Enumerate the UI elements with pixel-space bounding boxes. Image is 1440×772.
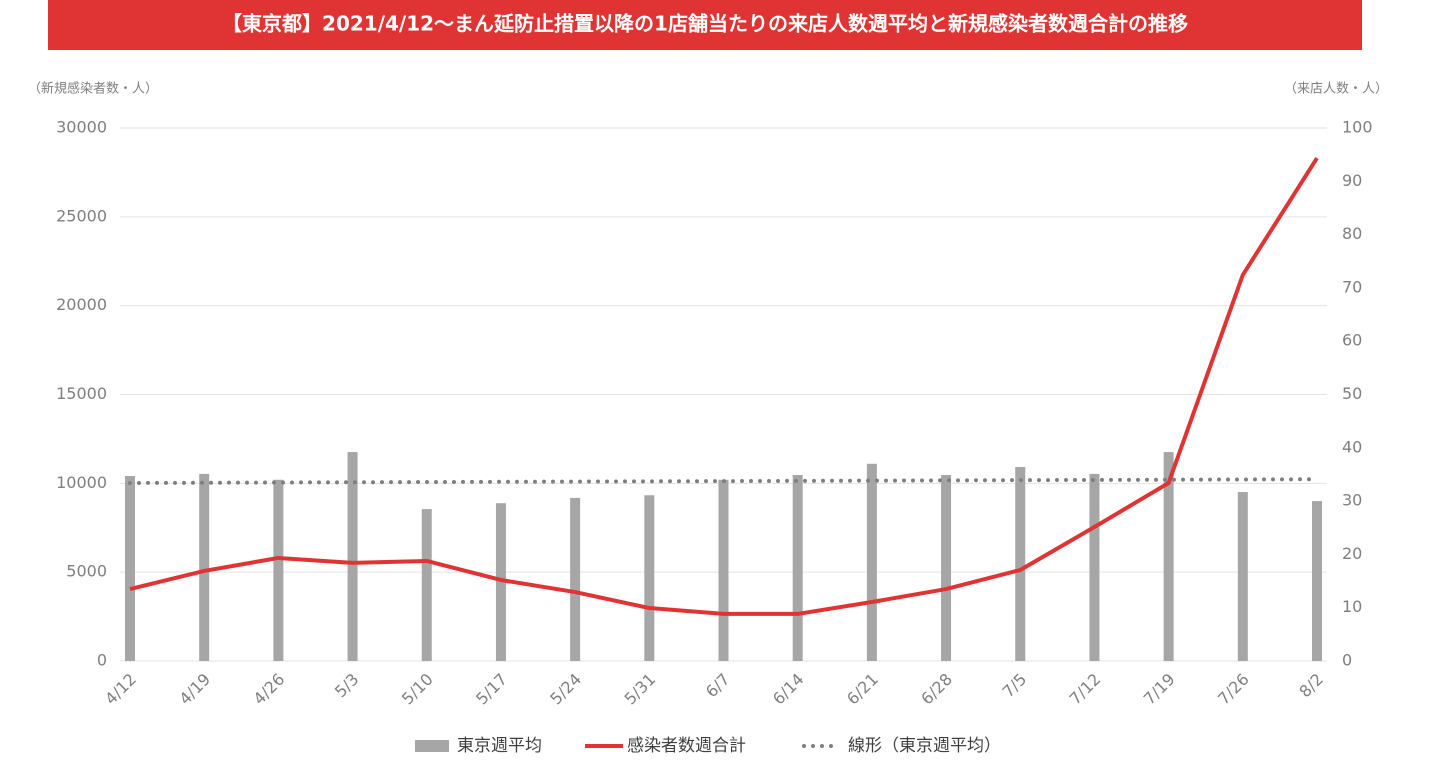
y2-tick-label: 100	[1342, 118, 1373, 137]
bar	[347, 452, 358, 661]
y-tick-label: 30000	[56, 118, 107, 137]
y-tick-label: 5000	[66, 562, 107, 581]
x-tick-label: 7/26	[1214, 670, 1253, 709]
y-tick-label: 25000	[56, 206, 107, 225]
bar	[125, 476, 135, 661]
bar	[718, 479, 729, 661]
y-tick-label: 20000	[56, 295, 107, 314]
y2-tick-label: 90	[1342, 171, 1362, 190]
y2-tick-label: 30	[1342, 491, 1362, 510]
bar	[1015, 466, 1026, 661]
x-tick-label: 7/12	[1066, 670, 1105, 709]
bar	[1237, 492, 1248, 661]
bar	[866, 463, 877, 661]
bar	[1089, 473, 1100, 661]
line	[129, 156, 1319, 616]
y-tick-label: 0	[97, 651, 107, 670]
x-tick-label: 7/5	[999, 670, 1031, 702]
bar	[199, 473, 210, 661]
y2-tick-label: 0	[1342, 651, 1352, 670]
legend-label: 東京週平均	[457, 736, 542, 756]
y-tick-label: 15000	[56, 384, 107, 403]
x-tick-label: 6/21	[843, 670, 882, 709]
bar	[792, 474, 803, 661]
legend-label: 感染者数週合計	[627, 736, 746, 756]
bar	[1163, 452, 1174, 661]
trend-line	[128, 477, 1319, 485]
bar	[644, 495, 655, 661]
x-tick-label: 5/10	[398, 670, 437, 709]
y2-tick-label: 40	[1342, 437, 1362, 456]
x-tick-label: 4/19	[175, 670, 214, 709]
title-banner	[48, 0, 1362, 50]
x-tick-label: 6/7	[702, 670, 734, 702]
legend-swatch	[415, 740, 449, 752]
y-axis-label: （新規感染者数・人）	[28, 81, 158, 97]
y2-tick-label: 80	[1342, 224, 1362, 243]
x-tick-label: 5/24	[546, 670, 585, 709]
x-tick-label: 5/31	[620, 670, 659, 709]
x-tick-label: 6/28	[917, 670, 956, 709]
y2-tick-label: 10	[1342, 597, 1362, 616]
y2-tick-label: 50	[1342, 384, 1362, 403]
x-tick-label: 6/14	[769, 670, 808, 709]
y2-tick-label: 70	[1342, 277, 1362, 296]
x-tick-label: 4/26	[250, 670, 289, 709]
legend-label: 線形（東京週平均）	[848, 736, 1001, 756]
bar	[421, 509, 432, 661]
bar	[1312, 501, 1322, 661]
bar	[941, 474, 952, 661]
chart-title: 【東京都】2021/4/12～まん延防止措置以降の1店舗当たりの来店人数週平均と…	[222, 12, 1188, 36]
bar	[570, 497, 581, 661]
y-tick-label: 10000	[56, 473, 107, 492]
bar	[273, 479, 284, 661]
x-tick-label: 8/2	[1295, 670, 1327, 702]
y2-tick-label: 60	[1342, 331, 1362, 350]
x-tick-label: 4/12	[101, 670, 140, 709]
y2-axis-label: （来店人数・人）	[1284, 82, 1388, 97]
y2-tick-label: 20	[1342, 544, 1362, 563]
x-tick-label: 5/17	[472, 670, 511, 709]
x-tick-label: 7/19	[1140, 670, 1179, 709]
bar	[495, 503, 506, 661]
x-tick-label: 5/3	[331, 670, 363, 702]
